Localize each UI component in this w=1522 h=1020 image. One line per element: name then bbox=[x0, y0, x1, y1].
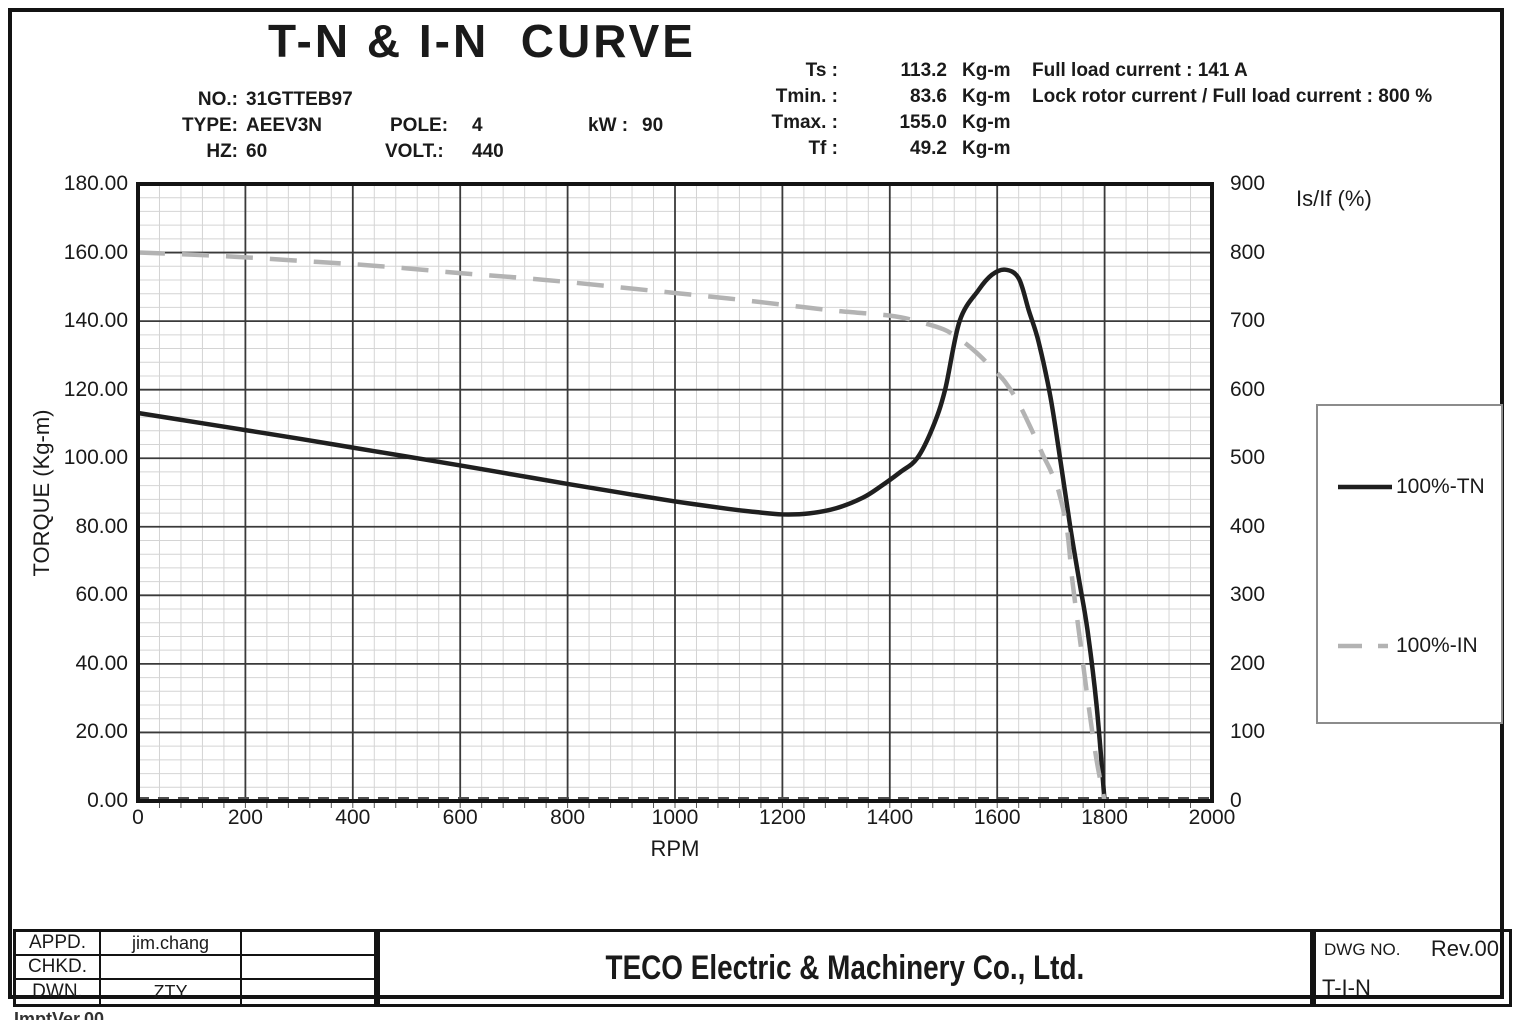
torque-tval: 155.0 bbox=[899, 112, 947, 133]
dwg-box: DWG NO. Rev.00 T-I-N bbox=[1313, 929, 1512, 1007]
hz-value: 60 bbox=[246, 141, 268, 162]
approval-table: APPD. jim.chang CHKD. DWN. ZTY bbox=[13, 929, 377, 1007]
legend: 100%-TN 100%-IN bbox=[1316, 404, 1503, 724]
chkd-extra bbox=[242, 956, 374, 980]
dwn-label: DWN. bbox=[16, 980, 101, 1004]
tick-label: 2000 bbox=[1188, 806, 1236, 829]
pole-label: POLE: bbox=[390, 115, 449, 136]
tick-label: 200 bbox=[227, 806, 263, 829]
tick-label: 1000 bbox=[651, 806, 699, 829]
type-value: AEEV3N bbox=[246, 115, 323, 136]
tn-in-curve-plot bbox=[136, 182, 1214, 808]
y-axis-ticks-right: 900 800 700 600 500 400 300 200 100 0 bbox=[1230, 172, 1320, 812]
tick-label: 1400 bbox=[866, 806, 914, 829]
tick-label: 80.00 bbox=[75, 514, 128, 538]
legend-label-in: 100%-IN bbox=[1396, 634, 1478, 657]
dwn-value: ZTY bbox=[101, 980, 242, 1004]
no-value: 31GTTEB97 bbox=[246, 89, 353, 110]
tick-label: 120.00 bbox=[63, 377, 128, 401]
torque-textra: Lock rotor current / Full load current :… bbox=[1032, 86, 1433, 107]
tick-label: 20.00 bbox=[75, 720, 128, 744]
tick-label: 40.00 bbox=[75, 651, 128, 675]
tick-label: 180.00 bbox=[63, 172, 128, 195]
tick-label: 160.00 bbox=[63, 240, 128, 264]
tick-label: 0.00 bbox=[87, 789, 128, 812]
torque-tlab: Tmin. : bbox=[775, 86, 838, 107]
tick-label: 1200 bbox=[759, 806, 806, 829]
chkd-label: CHKD. bbox=[16, 956, 101, 980]
y-axis-ticks-left: 180.00 160.00 140.00 120.00 100.00 80.00 60.00… bbox=[18, 172, 128, 812]
torque-tlab: Tf : bbox=[808, 138, 838, 159]
drawing-number: T-I-N bbox=[1322, 975, 1371, 1000]
torque-row: Tf : 49.2 Kg-m bbox=[0, 138, 1522, 164]
chkd-value bbox=[101, 956, 242, 980]
company-title-box: TECO Electric & Machinery Co., Ltd. bbox=[377, 929, 1313, 1007]
no-label: NO.: bbox=[197, 89, 238, 110]
appd-label: APPD. bbox=[16, 932, 101, 956]
tn-line-swatch-icon bbox=[1338, 484, 1392, 490]
torque-tval: 49.2 bbox=[910, 138, 947, 159]
y-axis-title-right: Is/If (%) bbox=[1296, 186, 1372, 211]
kw-value: 90 bbox=[642, 115, 664, 136]
tick-label: 400 bbox=[1230, 514, 1266, 538]
tick-label: 200 bbox=[1230, 651, 1266, 675]
tick-label: 100 bbox=[1230, 720, 1266, 744]
tick-label: 100.00 bbox=[63, 446, 128, 470]
tick-label: 700 bbox=[1230, 309, 1266, 333]
page-title: T-N & I-N CURVE bbox=[268, 15, 696, 67]
torque-tval: 113.2 bbox=[900, 60, 948, 81]
tick-label: 500 bbox=[1230, 446, 1266, 470]
tick-label: 800 bbox=[1230, 240, 1266, 264]
tick-label: 800 bbox=[550, 806, 586, 829]
torque-tlab: Tmax. : bbox=[771, 112, 838, 133]
torque-tunit: Kg-m bbox=[962, 60, 1011, 81]
kw-label: kW : bbox=[588, 115, 629, 136]
torque-tunit: Kg-m bbox=[962, 86, 1011, 107]
tick-label: 0 bbox=[132, 806, 144, 829]
x-axis-title: RPM bbox=[650, 836, 700, 861]
tick-label: 400 bbox=[335, 806, 371, 829]
torque-row: Ts : 113.2 Kg-m Full load current : 141 A bbox=[0, 60, 1522, 86]
tick-label: 600 bbox=[442, 806, 478, 829]
torque-row: Tmin. : 83.6 Kg-m Lock rotor current / Full… bbox=[0, 86, 1522, 112]
legend-label-tn: 100%-TN bbox=[1396, 475, 1485, 498]
type-label: TYPE: bbox=[182, 115, 238, 136]
tick-label: 900 bbox=[1230, 172, 1266, 195]
dwg-no-label: DWG NO. bbox=[1324, 940, 1401, 959]
x-axis-ticks: 0 200 400 600 800 1000 1200 1400 1600 1800 2000 bbox=[132, 806, 1235, 832]
volt-label: VOLT.: bbox=[385, 141, 444, 162]
torque-tval: 83.6 bbox=[910, 86, 947, 107]
tick-label: 1600 bbox=[973, 806, 1021, 829]
tick-label: 600 bbox=[1230, 377, 1266, 401]
volt-value: 440 bbox=[472, 141, 504, 162]
in-dashed-swatch-icon bbox=[1338, 643, 1392, 649]
revision: Rev.00 bbox=[1430, 936, 1499, 961]
appd-value: jim.chang bbox=[101, 932, 242, 956]
tick-label: 140.00 bbox=[63, 309, 128, 333]
tick-label: 300 bbox=[1230, 583, 1266, 607]
legend-entry-tn: 100%-TN bbox=[1336, 467, 1485, 507]
torque-tunit: Kg-m bbox=[962, 138, 1011, 159]
hz-label: HZ: bbox=[206, 141, 238, 162]
series-100%-IN bbox=[137, 250, 1107, 802]
torque-tlab: Ts : bbox=[805, 60, 838, 81]
torque-row: Tmax. : 155.0 Kg-m bbox=[0, 112, 1522, 138]
company-name: TECO Electric & Machinery Co., Ltd. bbox=[605, 948, 1085, 987]
tick-label: 0 bbox=[1230, 789, 1242, 812]
dwn-extra bbox=[242, 980, 374, 1004]
tick-label: 60.00 bbox=[75, 583, 128, 607]
legend-entry-in: 100%-IN bbox=[1336, 626, 1478, 666]
series-100%-TN bbox=[137, 267, 1107, 802]
torque-tunit: Kg-m bbox=[962, 112, 1011, 133]
pole-value: 4 bbox=[472, 115, 483, 136]
appd-extra bbox=[242, 932, 374, 956]
tick-label: 1800 bbox=[1081, 806, 1128, 829]
cropped-footer-text: ImptVer.00 bbox=[14, 1009, 105, 1020]
torque-textra: Full load current : 141 A bbox=[1032, 60, 1248, 81]
